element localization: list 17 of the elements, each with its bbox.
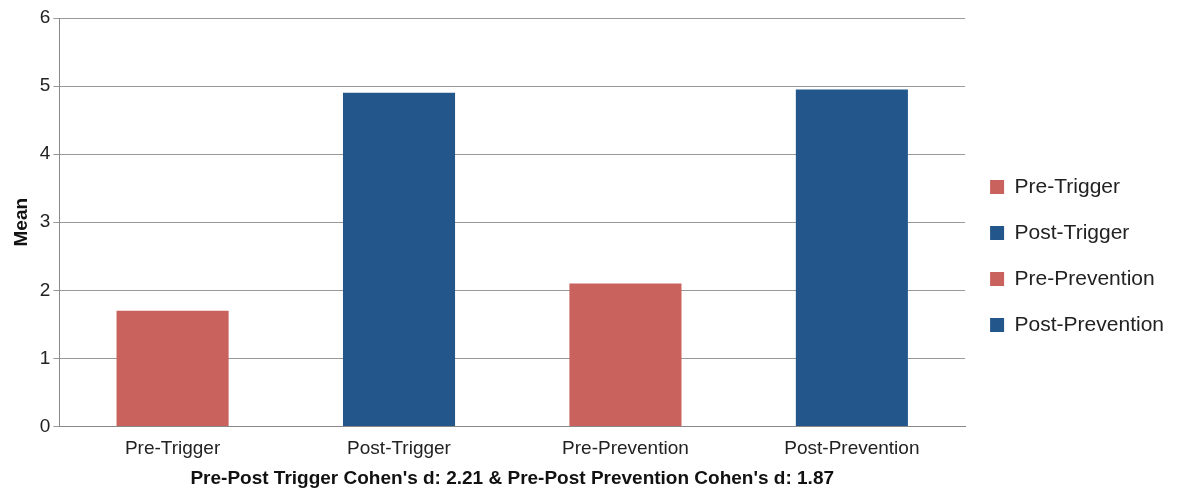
x-tick-label: Pre-Prevention <box>562 437 689 459</box>
y-tick-label: 2 <box>39 278 51 300</box>
legend-label: Pre-Trigger <box>1014 173 1121 197</box>
y-tick-label: 4 <box>39 142 51 164</box>
x-tick-label: Post-Prevention <box>784 437 920 459</box>
y-tick-label: 5 <box>39 74 51 96</box>
y-axis-title: Mean <box>9 197 31 247</box>
y-tick-label: 3 <box>39 210 51 232</box>
legend-label: Pre-Prevention <box>1014 265 1155 289</box>
legend-label: Post-Trigger <box>1014 219 1130 243</box>
y-tick-label: 6 <box>39 6 51 28</box>
x-axis-title: Pre-Post Trigger Cohen's d: 2.21 & Pre-Post Prevention Cohen's d: 1.87 <box>190 466 835 488</box>
y-tick-label: 1 <box>39 346 51 368</box>
legend-label: Post-Prevention <box>1014 311 1165 335</box>
x-tick-label: Pre-Trigger <box>124 437 221 459</box>
y-tick-label: 0 <box>39 414 51 436</box>
x-tick-label: Post-Trigger <box>347 437 452 459</box>
